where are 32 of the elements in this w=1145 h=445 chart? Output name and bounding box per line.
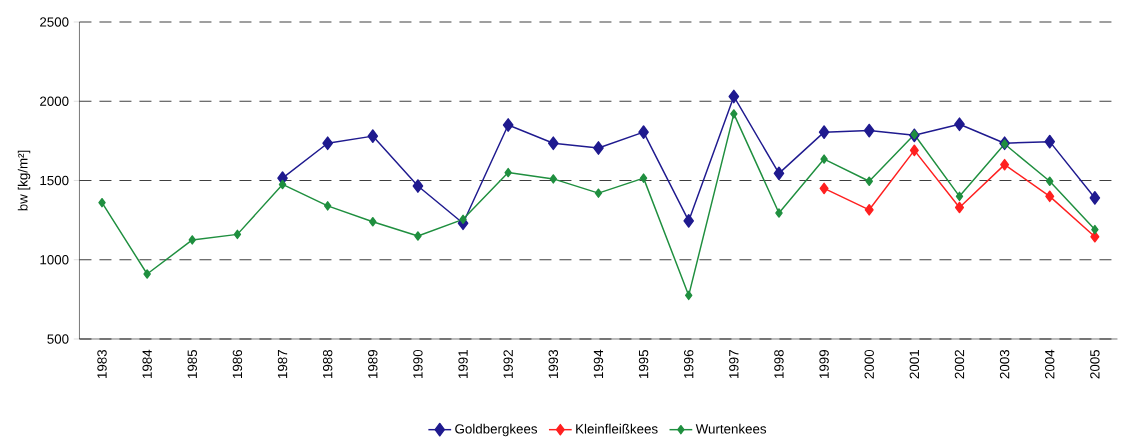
x-tick-label: 1996	[683, 349, 694, 379]
y-tick-label: 2000	[40, 96, 69, 106]
x-tick-label: 1997	[729, 350, 739, 379]
x-tick-label: 1991	[458, 350, 468, 379]
y-tick-label: 1500	[40, 175, 69, 186]
x-tick-label: 1985	[187, 349, 197, 379]
x-tick-label: 1990	[413, 349, 423, 379]
legend-label: Goldbergkees	[455, 423, 538, 437]
y-tick-label: 1000	[40, 255, 69, 265]
y-tick-label: 2500	[40, 17, 69, 27]
y-tick-label: 500	[47, 334, 69, 344]
x-tick-label: 1998	[774, 349, 784, 379]
x-tick-label: 1992	[503, 350, 513, 379]
legend-label: Wurtenkees	[695, 423, 767, 434]
x-tick-label: 2001	[909, 350, 920, 379]
x-tick-label: 1994	[593, 349, 604, 379]
x-tick-label: 2004	[1045, 349, 1055, 379]
x-tick-label: 1989	[368, 350, 378, 379]
x-tick-label: 1999	[819, 350, 829, 379]
x-tick-label: 1993	[548, 349, 559, 379]
x-tick-label: 1988	[322, 349, 333, 379]
legend-label: Kleinfleißkees	[576, 423, 658, 434]
x-tick-label: 1995	[638, 349, 649, 379]
x-tick-label: 1987	[277, 350, 288, 379]
x-tick-label: 1986	[232, 349, 243, 379]
x-tick-label: 2005	[1090, 349, 1100, 379]
x-tick-label: 2002	[954, 350, 965, 379]
x-tick-label: 1984	[142, 349, 152, 379]
x-tick-label: 2003	[999, 349, 1010, 379]
x-tick-label: 1983	[97, 349, 107, 379]
y-axis-title: bw [kg/m²]	[17, 150, 31, 211]
x-tick-label: 2000	[864, 349, 874, 379]
